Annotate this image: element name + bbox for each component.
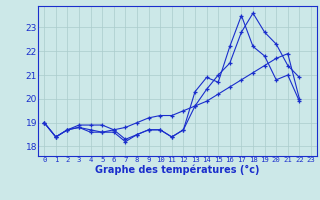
X-axis label: Graphe des températures (°c): Graphe des températures (°c): [95, 165, 260, 175]
